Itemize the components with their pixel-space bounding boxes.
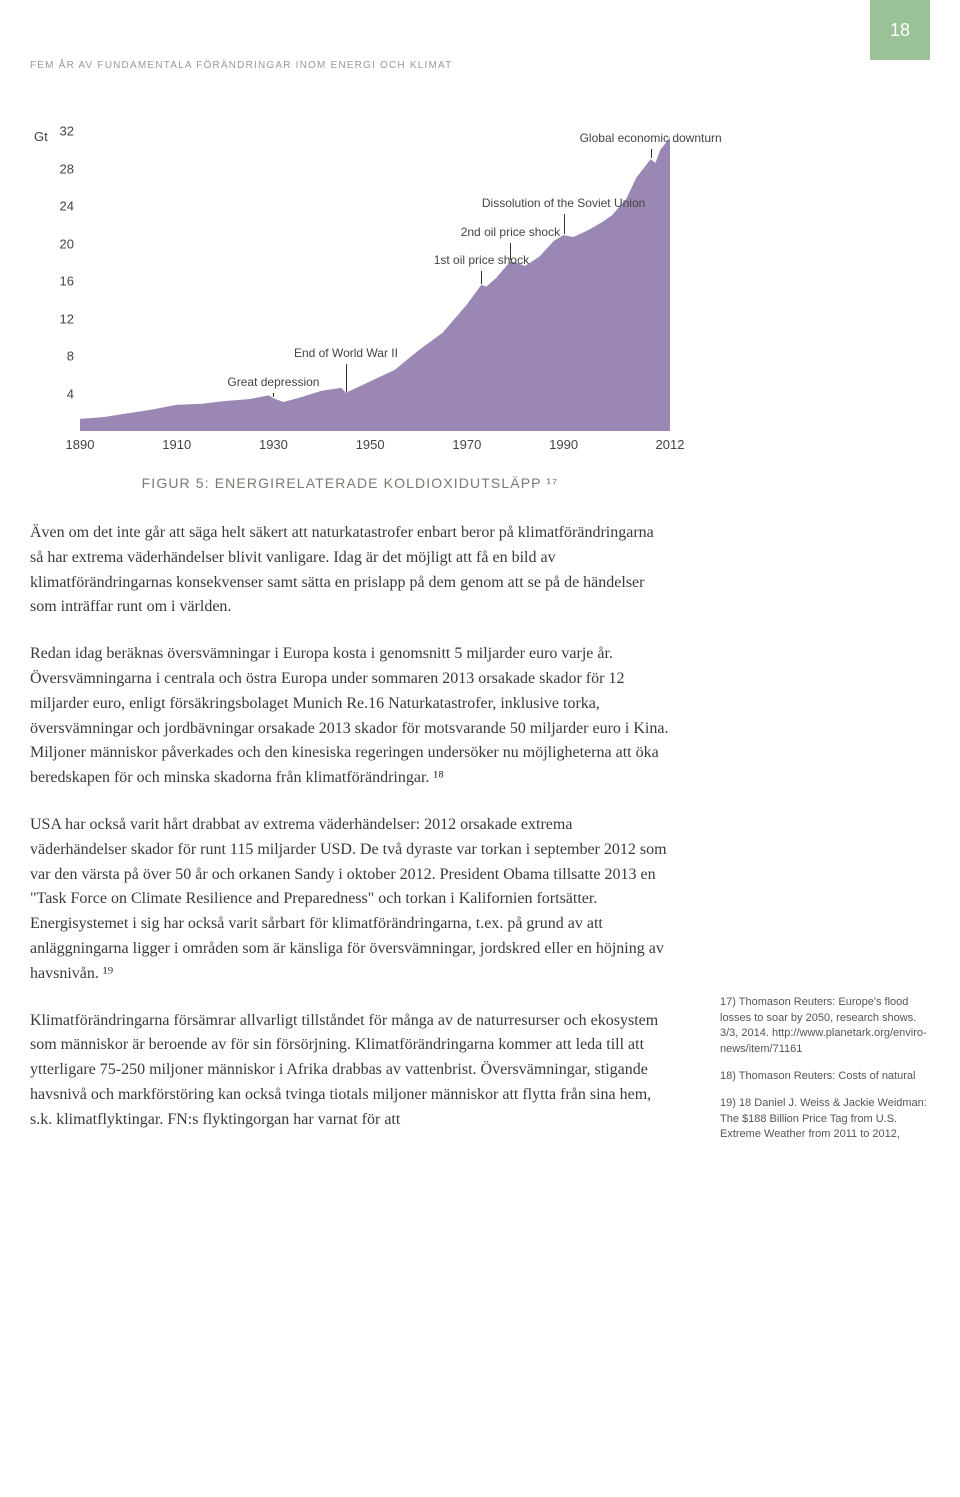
event-label: End of World War II [294, 346, 398, 360]
y-tick: 24 [60, 199, 74, 214]
footnote-18: 18) Thomason Reuters: Costs of natural [720, 1069, 930, 1084]
x-tick: 2012 [656, 437, 685, 452]
x-tick: 1970 [452, 437, 481, 452]
event-label: Dissolution of the Soviet Union [482, 196, 645, 210]
y-tick: 28 [60, 161, 74, 176]
chart-plot-area: Great depression End of World War II 1st o… [80, 131, 670, 431]
event-marker [481, 271, 482, 284]
y-tick: 16 [60, 274, 74, 289]
x-tick: 1930 [259, 437, 288, 452]
event-marker [273, 393, 274, 398]
x-tick: 1950 [356, 437, 385, 452]
footnotes: 17) Thomason Reuters: Europe's flood los… [720, 995, 930, 1154]
figure-caption: FIGUR 5: ENERGIRELATERADE KOLDIOXIDUTSLÄ… [30, 475, 670, 491]
page-number-badge: 18 [870, 0, 930, 60]
event-marker [651, 149, 652, 158]
event-label: 2nd oil price shock [461, 225, 560, 239]
running-header: FEM ÅR AV FUNDAMENTALA FÖRÄNDRINGAR INOM… [0, 0, 960, 71]
y-tick: 8 [67, 349, 74, 364]
paragraph-3: USA har också varit hårt drabbat av extr… [30, 813, 670, 987]
y-tick: 32 [60, 124, 74, 139]
chart-y-axis: Gt 48121620242832 [30, 131, 80, 431]
event-marker [346, 364, 347, 391]
event-label: Global economic downturn [580, 131, 722, 145]
paragraph-4: Klimatförändringarna försämrar allvarlig… [30, 1009, 670, 1133]
footnote-17: 17) Thomason Reuters: Europe's flood los… [720, 995, 930, 1057]
main-content: Gt 4 8 12 16 20 24 28 32 Great depression End of… [0, 71, 700, 1185]
x-tick: 1990 [549, 437, 578, 452]
paragraph-2: Redan idag beräknas översvämningar i Eur… [30, 642, 670, 791]
footnote-19: 19) 18 Daniel J. Weiss & Jackie Weidman:… [720, 1096, 930, 1142]
figure-5-chart: Gt 48121620242832 Great depressionEnd of… [30, 131, 670, 457]
y-tick: 20 [60, 236, 74, 251]
chart-area-svg [80, 131, 670, 431]
y-tick: 4 [67, 386, 74, 401]
chart-x-axis: 1890191019301950197019902012 [80, 437, 670, 457]
x-tick: 1890 [66, 437, 95, 452]
paragraph-1: Även om det inte går att säga helt säker… [30, 521, 670, 620]
event-marker [510, 243, 511, 261]
body-text: Även om det inte går att säga helt säker… [30, 521, 670, 1133]
x-tick: 1910 [162, 437, 191, 452]
event-marker [564, 214, 565, 234]
event-label: Great depression [227, 375, 319, 389]
y-tick: 12 [60, 311, 74, 326]
y-axis-unit: Gt [34, 129, 48, 144]
event-label: 1st oil price shock [434, 253, 529, 267]
